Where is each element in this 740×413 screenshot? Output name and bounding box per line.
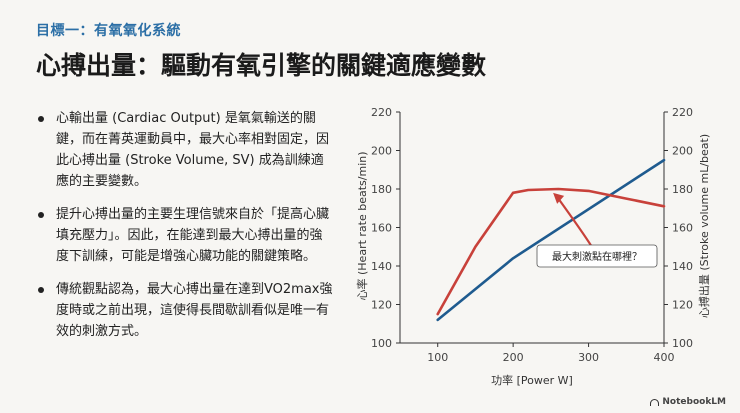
x-tick-label: 300 xyxy=(578,351,599,364)
y-right-tick-label: 140 xyxy=(672,260,693,273)
y-left-tick-label: 180 xyxy=(371,183,392,196)
bullet-dot-icon xyxy=(38,212,44,218)
y-right-tick-label: 100 xyxy=(672,337,693,350)
bullet-text: 心輸出量 (Cardiac Output) 是氧氣輸送的關鍵，而在菁英運動員中，… xyxy=(56,111,330,189)
bullet-dot-icon xyxy=(38,116,44,122)
y-right-tick-label: 160 xyxy=(672,222,693,235)
series-line-heart-rate xyxy=(436,158,666,322)
x-tick-label: 100 xyxy=(427,351,448,364)
bullet-item: 心輸出量 (Cardiac Output) 是氧氣輸送的關鍵，而在菁英運動員中，… xyxy=(34,108,334,192)
y-axis-left-label: 心率 (Heart rate beats/min) xyxy=(355,151,369,300)
y-left-tick-label: 160 xyxy=(371,222,392,235)
page-title: 心搏出量：驅動有氧引擎的關鍵適應變數 xyxy=(36,51,487,80)
y-left-tick-label: 120 xyxy=(371,299,392,312)
notebooklm-logo-icon xyxy=(650,398,660,406)
notebooklm-badge: NotebookLM xyxy=(650,397,726,407)
section-subtitle: 目標一：有氧氧化系統 xyxy=(36,23,181,39)
y-left-tick-label: 100 xyxy=(371,337,392,350)
y-right-tick-label: 200 xyxy=(672,145,693,158)
callout-box xyxy=(536,244,658,268)
bullet-item: 提升心搏出量的主要生理信號來自於「提高心臟填充壓力」。因此，在能達到最大心搏出量… xyxy=(34,204,334,267)
x-tick-label: 400 xyxy=(654,351,675,364)
bullet-item: 傳統觀點認為，最大心搏出量在達到VO2max強度時或之前出現，這使得長間歇訓看似… xyxy=(34,279,334,342)
y-left-tick-label: 220 xyxy=(371,106,392,119)
y-axis-right-label: 心搏出量 (Stroke volume mL/beat) xyxy=(697,134,711,318)
bullet-dot-icon xyxy=(38,287,44,293)
y-right-tick-label: 220 xyxy=(672,106,693,119)
callout-text: 最大刺激點在哪裡？ xyxy=(552,250,642,263)
y-left-tick-label: 140 xyxy=(371,260,392,273)
callout-arrow xyxy=(556,196,593,248)
y-left-tick-label: 200 xyxy=(371,145,392,158)
series-line-stroke-volume xyxy=(436,187,666,316)
bullet-text: 傳統觀點認為，最大心搏出量在達到VO2max強度時或之前出現，這使得長間歇訓看似… xyxy=(56,282,333,339)
bullet-text: 提升心搏出量的主要生理信號來自於「提高心臟填充壓力」。因此，在能達到最大心搏出量… xyxy=(56,207,330,264)
y-right-tick-label: 120 xyxy=(672,299,693,312)
notebooklm-label: NotebookLM xyxy=(662,397,726,407)
bullet-list: 心輸出量 (Cardiac Output) 是氧氣輸送的關鍵，而在菁英運動員中，… xyxy=(34,108,334,354)
x-axis-label: 功率 [Power W] xyxy=(491,373,573,387)
y-right-tick-label: 180 xyxy=(672,183,693,196)
callout-arrowhead-icon xyxy=(553,192,565,204)
x-tick-label: 200 xyxy=(503,351,524,364)
